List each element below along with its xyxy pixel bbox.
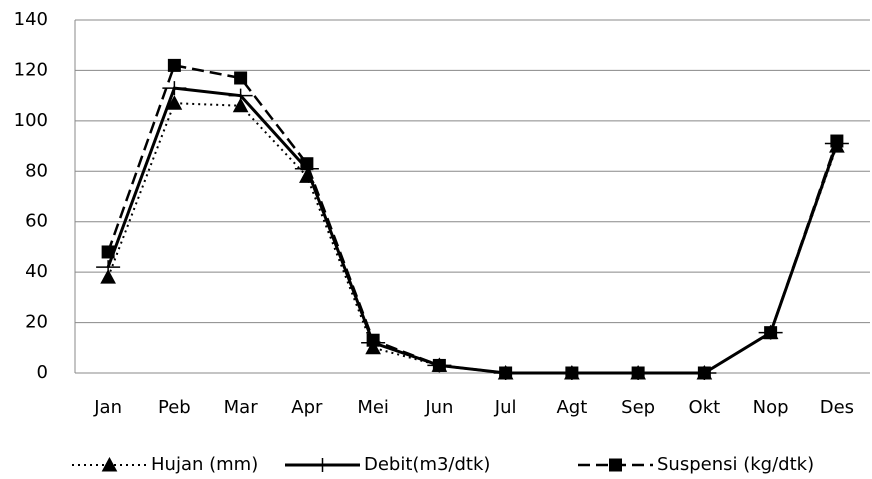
data-point xyxy=(499,366,513,380)
x-tick-label: Jun xyxy=(424,397,453,418)
legend-label: Debit(m3/dtk) xyxy=(364,454,490,475)
x-tick-label: Mei xyxy=(357,397,389,418)
legend-label: Suspensi (kg/dtk) xyxy=(657,454,814,475)
x-tick-label: Jan xyxy=(93,397,122,418)
data-point xyxy=(232,97,249,113)
series-line xyxy=(106,63,839,375)
data-point xyxy=(432,358,446,372)
data-point xyxy=(565,366,579,380)
data-point xyxy=(631,366,645,380)
series-line xyxy=(107,102,838,374)
data-point xyxy=(101,245,115,259)
x-tick-label: Sep xyxy=(621,397,655,418)
data-point xyxy=(697,366,711,380)
series-line xyxy=(106,86,839,375)
y-tick-label: 80 xyxy=(25,160,48,181)
data-point xyxy=(96,260,121,275)
legend-marker xyxy=(609,458,622,472)
data-point xyxy=(234,71,248,85)
legend-marker xyxy=(310,458,335,472)
y-tick-label: 100 xyxy=(14,110,48,131)
data-point xyxy=(366,333,380,347)
x-tick-label: Apr xyxy=(291,397,323,418)
y-tick-label: 120 xyxy=(14,59,48,80)
data-point xyxy=(830,134,844,148)
y-tick-label: 60 xyxy=(25,211,48,232)
data-point xyxy=(167,58,181,72)
y-tick-label: 40 xyxy=(25,261,48,282)
x-tick-label: Agt xyxy=(556,397,587,418)
x-tick-label: Okt xyxy=(689,397,721,418)
y-tick-label: 20 xyxy=(25,312,48,333)
x-tick-label: Peb xyxy=(158,397,191,418)
x-tick-label: Nop xyxy=(753,397,789,418)
legend-marker xyxy=(101,456,118,472)
data-point xyxy=(228,88,253,103)
x-tick-label: Des xyxy=(820,397,854,418)
x-tick-label: Mar xyxy=(224,397,259,418)
y-tick-label: 140 xyxy=(14,9,48,30)
y-tick-label: 0 xyxy=(37,362,48,383)
data-point xyxy=(300,157,314,171)
x-tick-label: Jul xyxy=(494,397,517,418)
data-point xyxy=(764,326,778,340)
data-point xyxy=(100,269,116,284)
data-point xyxy=(166,95,183,110)
legend-label: Hujan (mm) xyxy=(151,454,258,475)
